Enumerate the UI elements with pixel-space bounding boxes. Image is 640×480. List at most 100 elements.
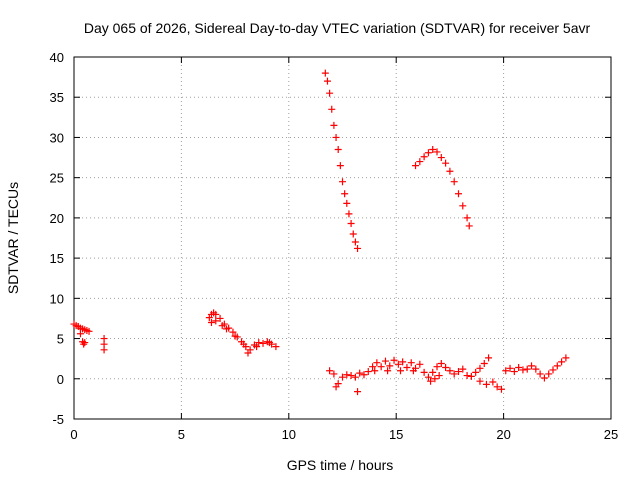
series-segment-2 [100,335,108,354]
data-point [100,346,108,354]
chart-title: Day 065 of 2026, Sidereal Day-to-day VTE… [84,20,591,36]
data-point [437,154,445,162]
data-point [476,377,484,385]
data-point [485,354,493,362]
data-point [427,377,435,385]
data-point [354,388,362,396]
y-tick-label: 30 [50,130,64,145]
series-segment-3 [205,309,280,357]
data-point [231,332,239,340]
data-point [536,370,544,378]
data-point [229,328,237,336]
data-point [328,105,336,113]
data-points [70,69,570,396]
x-tick-label: 20 [496,427,510,442]
series-segment-6 [326,354,570,396]
data-point [216,314,224,322]
y-axis-label: SDTVAR / TECUs [5,182,21,294]
data-point [463,372,471,380]
y-axis-ticks: -5 0 5 10 15 20 25 30 35 40 [50,50,611,427]
data-point [341,190,349,198]
data-point [377,363,385,371]
data-point [435,372,443,380]
data-point [523,365,531,373]
data-point [407,359,415,367]
grid [74,57,611,419]
data-point [553,362,561,370]
data-point [343,199,351,207]
data-point [450,370,458,378]
data-point [212,310,220,318]
data-point [515,364,523,372]
data-point [442,159,450,167]
y-tick-label: -5 [52,412,64,427]
data-point [403,364,411,372]
data-point [349,230,357,238]
data-point [212,317,220,325]
x-axis-label: GPS time / hours [287,457,394,473]
data-point [489,378,497,386]
data-point [253,343,261,351]
data-point [259,339,267,347]
data-point [330,121,338,129]
data-point [442,364,450,372]
data-point [373,359,381,367]
data-point [463,214,471,222]
data-point [347,220,355,228]
data-point [351,238,359,246]
data-point [336,162,344,170]
y-tick-label: 20 [50,211,64,226]
data-point [390,356,398,364]
data-point [510,368,518,376]
data-point [497,385,505,393]
data-point [354,244,362,252]
data-point [431,375,439,383]
plot-frame [73,56,612,420]
y-tick-label: 15 [50,251,64,266]
data-point [399,358,407,366]
data-point [433,148,441,156]
data-point [493,383,501,391]
data-point [545,370,553,378]
data-point [429,146,437,154]
x-tick-label: 25 [604,427,618,442]
data-point [371,367,379,375]
data-point [223,325,231,333]
data-point [356,369,364,377]
data-point [394,360,402,368]
data-point [459,365,467,373]
data-point [437,359,445,367]
data-point [339,373,346,381]
data-point [218,322,226,330]
data-point [420,368,428,376]
data-point [240,340,248,348]
data-point [265,339,273,347]
data-point [330,370,338,378]
data-point [345,210,353,218]
data-point [396,367,404,375]
data-point [384,367,392,375]
data-point [506,364,514,372]
x-tick-label: 5 [178,427,185,442]
data-point [332,383,340,391]
y-tick-label: 0 [57,372,64,387]
data-point [562,354,570,362]
data-point [255,339,263,347]
y-tick-label: 25 [50,171,64,186]
y-tick-label: 40 [50,50,64,65]
data-point [207,318,215,326]
data-point [326,367,334,375]
data-point [364,368,372,376]
data-point [412,162,420,170]
series-segment-4 [321,69,362,252]
data-point [326,89,334,97]
data-point [81,339,89,347]
data-point [85,327,93,335]
data-point [454,368,462,376]
data-point [381,357,389,365]
data-point [424,373,432,381]
data-point [558,358,566,366]
data-point [472,368,480,376]
data-point [409,367,417,375]
